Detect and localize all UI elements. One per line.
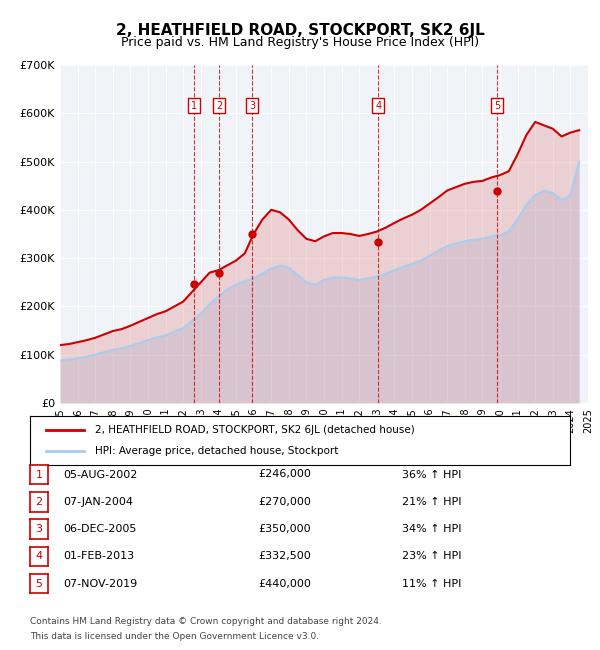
Text: 23% ↑ HPI: 23% ↑ HPI	[402, 551, 461, 562]
Text: 34% ↑ HPI: 34% ↑ HPI	[402, 524, 461, 534]
Text: £440,000: £440,000	[258, 578, 311, 589]
Text: 5: 5	[494, 101, 500, 111]
Text: 1: 1	[35, 469, 43, 480]
Text: 06-DEC-2005: 06-DEC-2005	[63, 524, 136, 534]
Text: £270,000: £270,000	[258, 497, 311, 507]
Text: HPI: Average price, detached house, Stockport: HPI: Average price, detached house, Stoc…	[95, 446, 338, 456]
Text: 01-FEB-2013: 01-FEB-2013	[63, 551, 134, 562]
Text: 2: 2	[216, 101, 223, 111]
Text: This data is licensed under the Open Government Licence v3.0.: This data is licensed under the Open Gov…	[30, 632, 319, 641]
Text: 3: 3	[35, 524, 43, 534]
Text: 36% ↑ HPI: 36% ↑ HPI	[402, 469, 461, 480]
Text: 2, HEATHFIELD ROAD, STOCKPORT, SK2 6JL: 2, HEATHFIELD ROAD, STOCKPORT, SK2 6JL	[116, 23, 484, 38]
Text: 2: 2	[35, 497, 43, 507]
Text: 07-JAN-2004: 07-JAN-2004	[63, 497, 133, 507]
Text: 1: 1	[191, 101, 197, 111]
Text: £332,500: £332,500	[258, 551, 311, 562]
Text: 07-NOV-2019: 07-NOV-2019	[63, 578, 137, 589]
Text: 4: 4	[375, 101, 381, 111]
Text: 4: 4	[35, 551, 43, 562]
Text: £246,000: £246,000	[258, 469, 311, 480]
Text: £350,000: £350,000	[258, 524, 311, 534]
Text: 05-AUG-2002: 05-AUG-2002	[63, 469, 137, 480]
Text: 11% ↑ HPI: 11% ↑ HPI	[402, 578, 461, 589]
Text: Contains HM Land Registry data © Crown copyright and database right 2024.: Contains HM Land Registry data © Crown c…	[30, 618, 382, 627]
Text: 3: 3	[249, 101, 255, 111]
Text: 21% ↑ HPI: 21% ↑ HPI	[402, 497, 461, 507]
Text: 5: 5	[35, 578, 43, 589]
Text: Price paid vs. HM Land Registry's House Price Index (HPI): Price paid vs. HM Land Registry's House …	[121, 36, 479, 49]
Text: 2, HEATHFIELD ROAD, STOCKPORT, SK2 6JL (detached house): 2, HEATHFIELD ROAD, STOCKPORT, SK2 6JL (…	[95, 424, 415, 435]
